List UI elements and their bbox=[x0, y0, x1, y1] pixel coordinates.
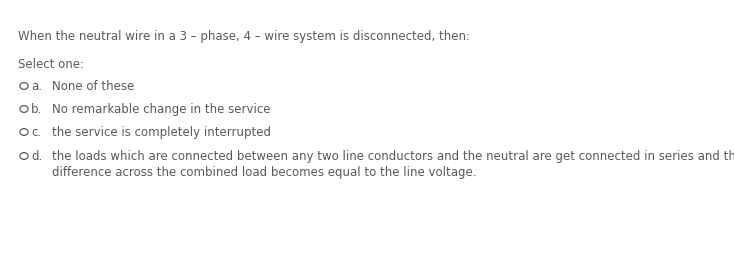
Text: the service is completely interrupted: the service is completely interrupted bbox=[52, 126, 271, 139]
Text: d.: d. bbox=[31, 150, 43, 163]
Text: c.: c. bbox=[31, 126, 41, 139]
Text: Select one:: Select one: bbox=[18, 58, 84, 71]
Text: the loads which are connected between any two line conductors and the neutral ar: the loads which are connected between an… bbox=[52, 150, 734, 179]
Text: b.: b. bbox=[31, 103, 43, 116]
Text: None of these: None of these bbox=[52, 80, 134, 93]
Text: No remarkable change in the service: No remarkable change in the service bbox=[52, 103, 271, 116]
Text: a.: a. bbox=[31, 80, 42, 93]
Text: When the neutral wire in a 3 – phase, 4 – wire system is disconnected, then:: When the neutral wire in a 3 – phase, 4 … bbox=[18, 30, 470, 43]
